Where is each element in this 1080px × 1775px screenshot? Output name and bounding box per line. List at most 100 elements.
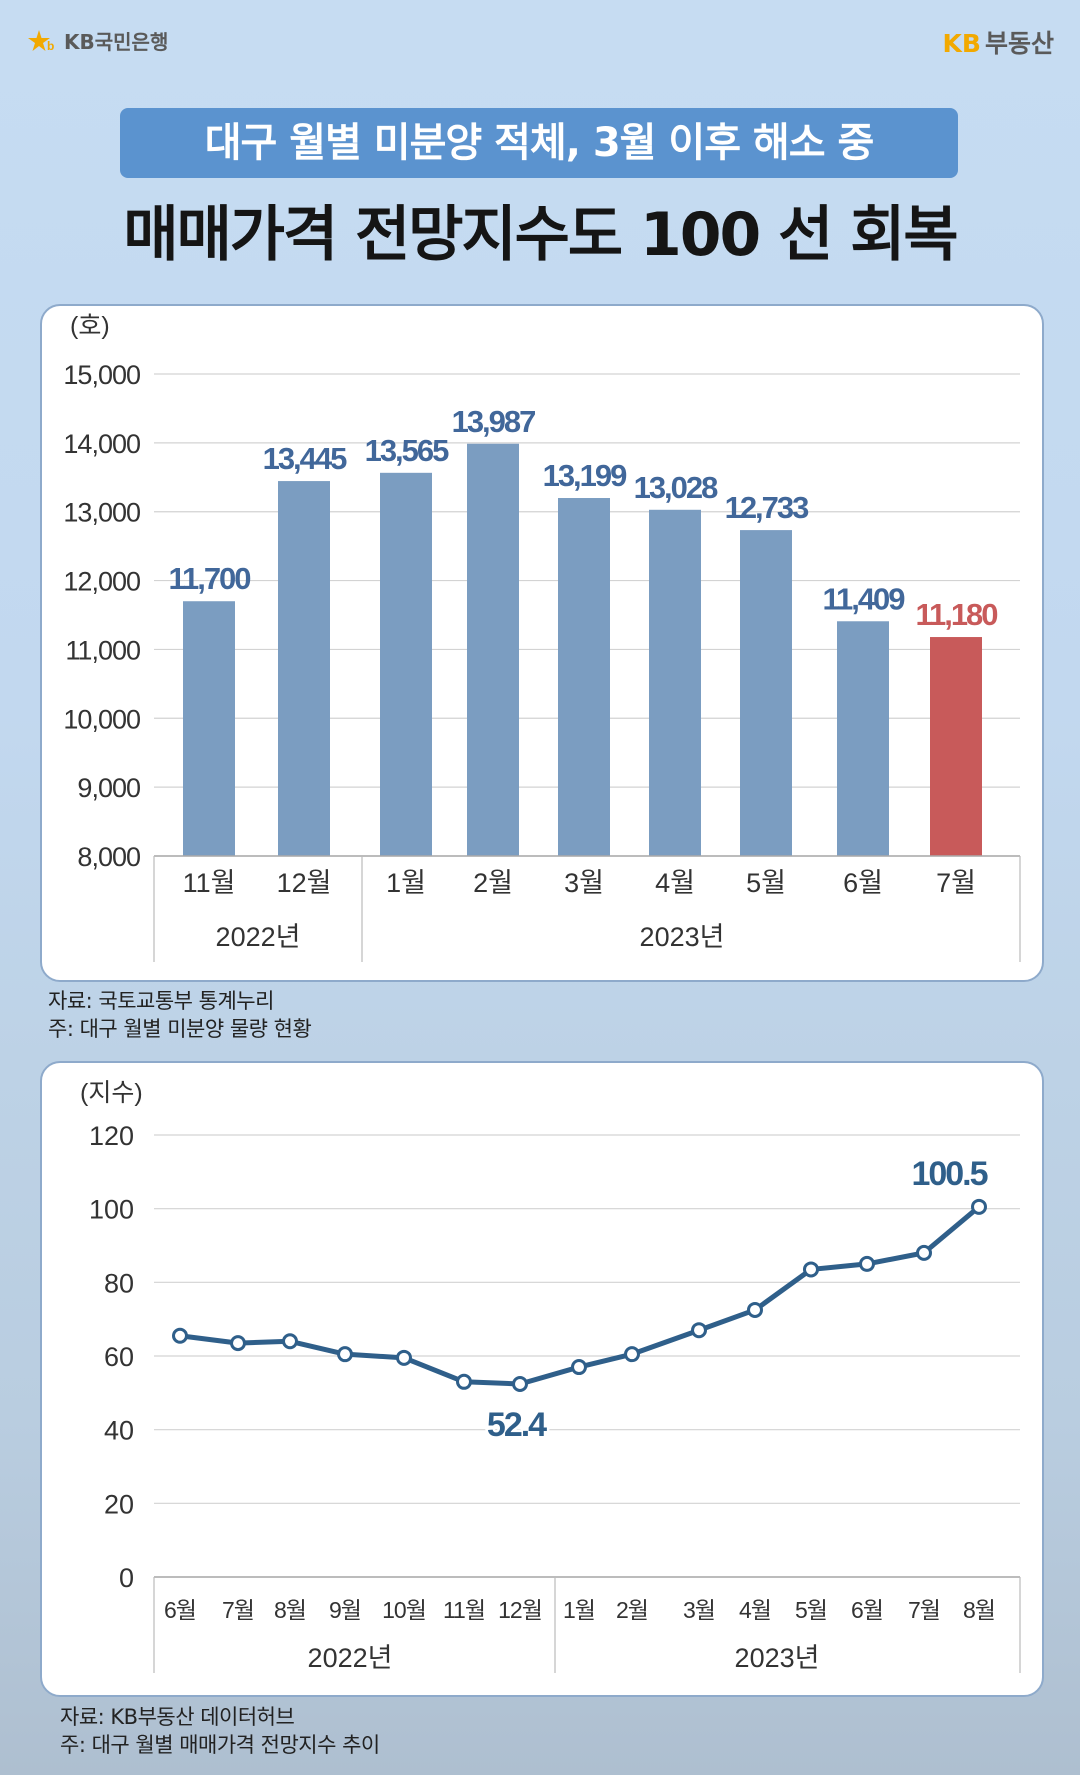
line-x-tick: 4월 (739, 1597, 771, 1623)
svg-text:b: b (47, 39, 54, 52)
line-point-9 (691, 1322, 707, 1339)
line-x-tick: 8월 (963, 1597, 995, 1623)
line-x-tick: 9월 (329, 1597, 361, 1623)
line-y-tick: 80 (104, 1268, 134, 1298)
bar-3 (467, 443, 519, 856)
source-note-1: 자료: 국토교통부 통계누리 주: 대구 월별 미분양 물량 현황 (48, 987, 312, 1043)
bar-value-label: 11,180 (915, 597, 997, 632)
source-2-line1: 자료: KB부동산 데이터허브 (60, 1705, 295, 1729)
bar-x-tick: 1월 (386, 868, 426, 898)
line-x-tick: 2월 (616, 1597, 648, 1623)
line-point-13 (916, 1244, 932, 1261)
brand-kb: KB (942, 29, 981, 58)
line-point-4 (396, 1349, 412, 1366)
line-point-2 (282, 1333, 298, 1350)
bar-0 (183, 601, 235, 856)
line-point-14 (971, 1198, 987, 1215)
line-point-1 (230, 1335, 246, 1352)
bar-value-label: 13,565 (365, 433, 450, 468)
line-annotation: 100.5 (911, 1155, 987, 1193)
line-point-6 (512, 1375, 528, 1392)
bar-y-tick: 15,000 (63, 360, 140, 390)
kb-realestate-logo: KB 부동산 (943, 24, 1054, 60)
bar-1 (278, 481, 330, 856)
bar-x-tick: 5월 (746, 868, 786, 898)
price-index-line-chart: (지수) 120 100 80 60 40 20 0 6월 7월 8월 9월 10월 11월 12월 1월 2월… (80, 1079, 1021, 1673)
line-point-11 (803, 1261, 819, 1278)
bar-y-tick: 14,000 (63, 429, 140, 459)
line-series (179, 1204, 981, 1387)
bar-x-tick: 3월 (564, 868, 604, 898)
bar-x-tick: 12월 (277, 868, 332, 898)
line-point-3 (337, 1346, 353, 1363)
bar-6 (740, 530, 792, 856)
unsold-chart-panel: (호) 15,000 14,000 13,000 12,000 11,000 10,000 9… (40, 304, 1044, 982)
bar-x-tick: 2월 (473, 868, 513, 898)
bar-x-tick: 11월 (183, 868, 236, 898)
bar-value-label: 13,445 (263, 441, 348, 476)
line-year-2022: 2022년 (308, 1643, 393, 1673)
source-note-2: 자료: KB부동산 데이터허브 주: 대구 월별 매매가격 전망지수 추이 (60, 1703, 380, 1759)
line-y-tick: 120 (89, 1121, 134, 1151)
source-2-line2: 주: 대구 월별 매매가격 전망지수 추이 (60, 1733, 380, 1757)
bar-y-tick: 9,000 (77, 773, 140, 803)
line-year-2023: 2023년 (735, 1643, 820, 1673)
bar-x-tick: 7월 (936, 868, 976, 898)
kb-kookmin-logo: b KB국민은행 (28, 26, 168, 55)
bar-value-label: 11,409 (822, 581, 905, 616)
subtitle-banner: 대구 월별 미분양 적체, 3월 이후 해소 중 (120, 108, 958, 178)
line-point-10 (747, 1301, 763, 1318)
line-x-tick: 1월 (563, 1597, 595, 1623)
bar-7 (837, 621, 889, 856)
bar-value-label: 12,733 (725, 490, 810, 525)
unsold-bar-chart: (호) 15,000 14,000 13,000 12,000 11,000 10,000 9… (63, 312, 1021, 962)
bar-y-tick: 12,000 (63, 567, 140, 597)
line-x-tick: 11월 (443, 1597, 485, 1623)
bar-unit-label: (호) (70, 312, 110, 340)
bar-4 (558, 498, 610, 856)
bar-year-2022: 2022년 (216, 922, 301, 952)
bar-x-tick: 6월 (843, 868, 883, 898)
line-x-tick: 10월 (382, 1597, 426, 1623)
bar-value-label: 13,199 (543, 458, 628, 493)
line-y-tick: 40 (104, 1416, 134, 1446)
bar-y-tick: 8,000 (77, 842, 140, 872)
source-1-line2: 주: 대구 월별 미분양 물량 현황 (48, 1017, 312, 1041)
line-y-tick: 60 (104, 1342, 134, 1372)
line-x-tick: 5월 (795, 1597, 827, 1623)
line-y-tick: 0 (119, 1563, 134, 1593)
line-point-0 (172, 1327, 188, 1344)
bar-value-label: 11,700 (168, 561, 250, 596)
line-annotation: 52.4 (487, 1406, 547, 1444)
bar-y-tick: 11,000 (65, 635, 140, 665)
line-x-tick: 8월 (274, 1597, 306, 1623)
line-x-tick: 6월 (851, 1597, 883, 1623)
line-x-tick: 7월 (222, 1597, 254, 1623)
bar-value-label: 13,028 (634, 470, 719, 505)
line-y-tick: 20 (104, 1489, 134, 1519)
bar-y-tick: 10,000 (63, 704, 140, 734)
kb-star-icon: b (28, 29, 54, 52)
bar-y-tick: 13,000 (63, 498, 140, 528)
bar-5 (649, 509, 701, 856)
line-point-7 (571, 1359, 587, 1376)
line-point-5 (456, 1373, 472, 1390)
source-1-line1: 자료: 국토교통부 통계누리 (48, 989, 274, 1013)
bank-logo-text: KB국민은행 (64, 30, 169, 54)
bar-2 (380, 472, 432, 856)
bar-8 (930, 637, 982, 856)
line-x-tick: 6월 (164, 1597, 196, 1623)
line-x-tick: 12월 (498, 1597, 542, 1623)
line-point-8 (624, 1346, 640, 1363)
line-point-12 (859, 1255, 875, 1272)
line-x-tick: 3월 (683, 1597, 715, 1623)
page-title: 매매가격 전망지수도 100 선 회복 (123, 200, 958, 270)
bar-value-label: 13,987 (452, 404, 536, 439)
line-y-tick: 100 (89, 1195, 134, 1225)
line-unit-label: (지수) (80, 1079, 143, 1107)
bar-year-2023: 2023년 (640, 922, 725, 952)
line-x-tick: 7월 (908, 1597, 940, 1623)
bar-x-tick: 4월 (655, 868, 695, 898)
brand-name: 부동산 (984, 29, 1054, 58)
index-chart-panel: (지수) 120 100 80 60 40 20 0 6월 7월 8월 9월 10월 11월 12월 1월 2월… (40, 1061, 1044, 1697)
